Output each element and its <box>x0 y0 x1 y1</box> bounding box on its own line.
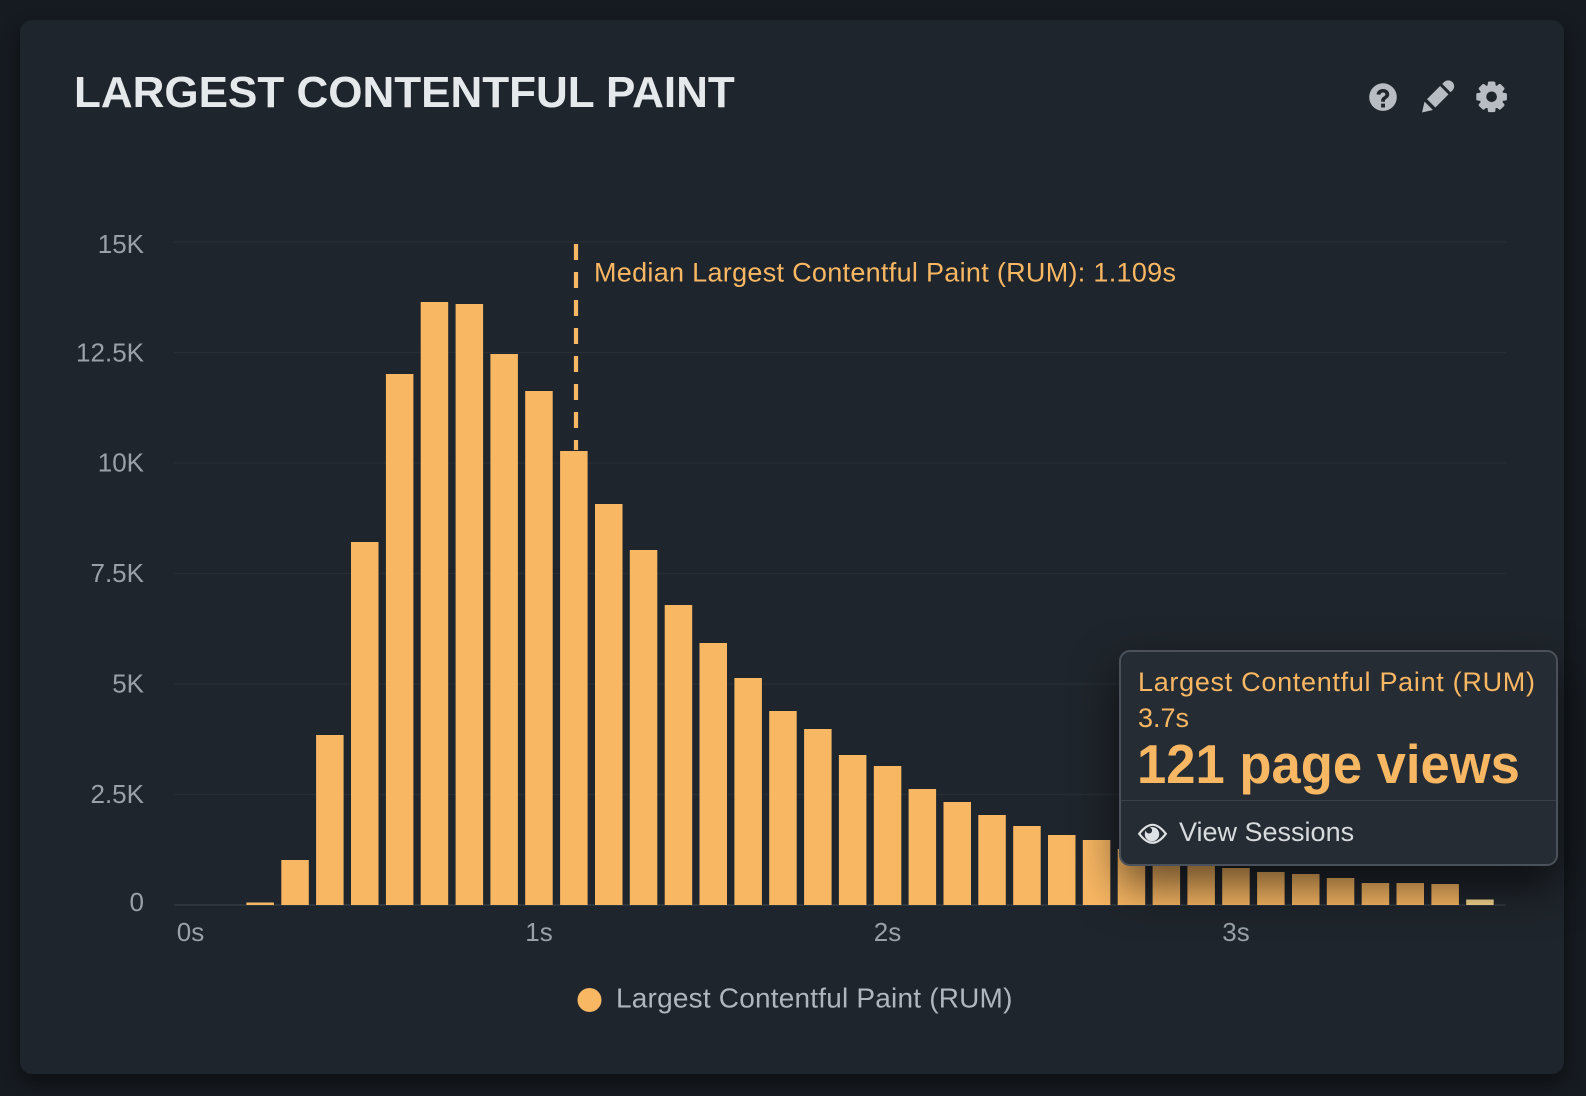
svg-text:0s: 0s <box>177 917 204 947</box>
svg-text:5K: 5K <box>112 669 144 699</box>
svg-text:7.5K: 7.5K <box>91 558 145 588</box>
svg-text:3s: 3s <box>1222 917 1249 947</box>
svg-text:Largest Contentful Paint (RUM): Largest Contentful Paint (RUM) <box>616 983 1013 1014</box>
svg-text:Median Largest Contentful Pain: Median Largest Contentful Paint (RUM): 1… <box>594 258 1176 288</box>
svg-text:2.5K: 2.5K <box>91 779 145 809</box>
svg-text:1s: 1s <box>525 917 552 947</box>
svg-text:0: 0 <box>130 887 144 917</box>
svg-text:10K: 10K <box>98 448 145 478</box>
svg-text:15K: 15K <box>98 229 145 259</box>
svg-text:2s: 2s <box>874 917 901 947</box>
svg-text:12.5K: 12.5K <box>76 338 145 368</box>
